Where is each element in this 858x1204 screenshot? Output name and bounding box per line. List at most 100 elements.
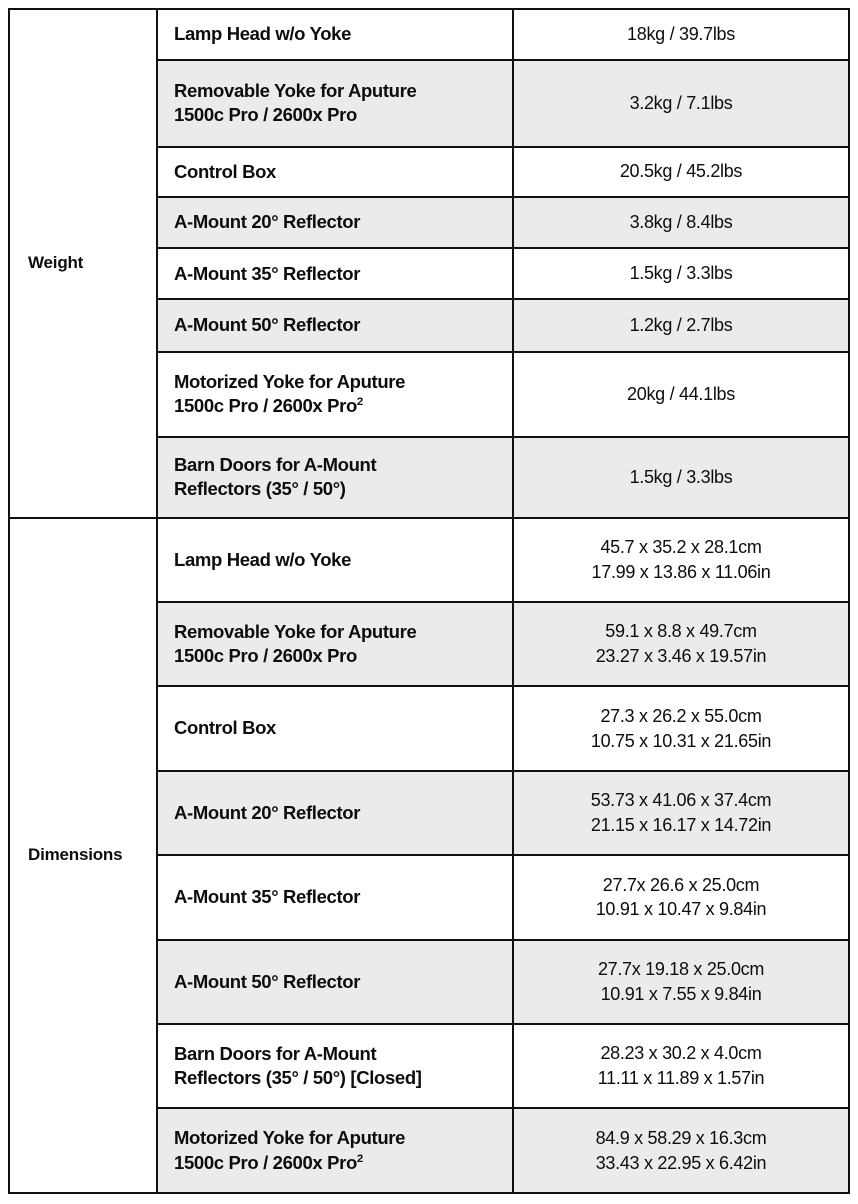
table-row: A-Mount 35° Reflector 1.5kg / 3.3lbs [9,247,850,301]
item-label-line-1: Removable Yoke for Aputure [174,620,417,642]
item-value-line-2: 10.91 x 10.47 x 9.84in [595,899,767,920]
item-value: 3.2kg / 7.1lbs [512,59,850,148]
item-label: Motorized Yoke for Aputure 1500c Pro / 26… [156,1107,514,1194]
item-value: 45.7 x 35.2 x 28.1cm 17.99 x 13.86 x 11.0… [512,516,850,603]
item-label-line-1: Removable Yoke for Aputure [174,80,417,102]
item-label-line-1: A-Mount 35° Reflector [174,262,361,284]
item-label: A-Mount 35° Reflector [156,247,514,301]
group-label-dimensions: Dimensions [8,516,158,1195]
item-label-line-1: Lamp Head w/o Yoke [174,548,352,570]
item-label: Control Box [156,685,514,772]
item-label-line-1: Control Box [174,160,277,182]
item-label-line-1: A-Mount 50° Reflector [174,314,361,336]
item-value: 27.3 x 26.2 x 55.0cm 10.75 x 10.31 x 21.6… [512,685,850,772]
specifications-table-body: Weight Lamp Head w/o Yoke 18kg / 39.7lbs Re… [8,7,850,1195]
item-value-line-2: 33.43 x 22.95 x 6.42in [595,1152,767,1173]
item-label-line-2: 1500c Pro / 2600x Pro2 [174,1151,502,1175]
table-row: A-Mount 20° Reflector 3.8kg / 8.4lbs [9,195,850,250]
item-label-line-2-text: 1500c Pro / 2600x Pro [174,104,357,126]
table-row: A-Mount 20° Reflector 53.73 x 41.06 x 37.… [9,769,850,857]
item-value-line-1: 3.8kg / 8.4lbs [629,212,733,233]
item-label: A-Mount 35° Reflector [156,854,514,941]
item-label-line-2: Reflectors (35° / 50°) [174,477,502,501]
item-value-line-2: 23.27 x 3.46 x 19.57in [595,646,767,667]
table-row: Motorized Yoke for Aputure 1500c Pro / 26… [9,350,850,439]
table-row: Control Box 20.5kg / 45.2lbs [9,145,850,198]
item-label-line-1: Lamp Head w/o Yoke [174,23,352,45]
item-value: 1.2kg / 2.7lbs [512,298,850,353]
item-label-line-2-text: 1500c Pro / 2600x Pro [174,1151,357,1173]
item-label-line-2-text: Reflectors (35° / 50°) [174,478,346,500]
item-value-line-1: 27.7x 19.18 x 25.0cm [597,959,765,979]
item-label-line-1: A-Mount 20° Reflector [174,211,361,233]
item-value-line-2: 11.11 x 11.89 x 1.57in [597,1068,765,1089]
item-label-line-2-text: Reflectors (35° / 50°) [Closed] [174,1067,422,1089]
item-value-line-2: 10.75 x 10.31 x 21.65in [590,730,772,751]
item-label-line-1: A-Mount 20° Reflector [174,801,361,823]
item-label-line-1: Barn Doors for A-Mount [174,453,377,475]
item-value-line-1: 59.1 x 8.8 x 49.7cm [605,621,757,642]
item-value-line-1: 3.2kg / 7.1lbs [629,93,733,114]
item-value: 27.7x 26.6 x 25.0cm 10.91 x 10.47 x 9.84i… [512,854,850,941]
item-label-line-1: Barn Doors for A-Mount [174,1042,377,1064]
item-value-line-1: 45.7 x 35.2 x 28.1cm [600,536,762,557]
item-value: 59.1 x 8.8 x 49.7cm 23.27 x 3.46 x 19.57i… [512,600,850,688]
item-label: A-Mount 20° Reflector [156,195,514,250]
table-row: A-Mount 50° Reflector 27.7x 19.18 x 25.0c… [9,938,850,1026]
item-value: 18kg / 39.7lbs [512,7,850,62]
item-label: A-Mount 50° Reflector [156,938,514,1026]
item-value-line-1: 28.23 x 30.2 x 4.0cm [600,1043,762,1064]
item-value-line-2: 17.99 x 13.86 x 11.06in [591,561,771,582]
item-label-line-2: Reflectors (35° / 50°) [Closed] [174,1066,502,1090]
item-label-line-2: 1500c Pro / 2600x Pro2 [174,394,502,418]
item-label: Lamp Head w/o Yoke [156,516,514,603]
item-value: 28.23 x 30.2 x 4.0cm 11.11 x 11.89 x 1.57… [512,1023,850,1110]
item-label-line-1: Motorized Yoke for Aputure [174,370,406,392]
item-value: 84.9 x 58.29 x 16.3cm 33.43 x 22.95 x 6.4… [512,1107,850,1194]
item-label: Removable Yoke for Aputure 1500c Pro / 26… [156,600,514,688]
item-label: Motorized Yoke for Aputure 1500c Pro / 26… [156,350,514,439]
item-label: Control Box [156,145,514,198]
item-value-line-1: 1.2kg / 2.7lbs [629,315,733,336]
item-label-line-2: 1500c Pro / 2600x Pro [174,103,502,127]
item-label-line-2-text: 1500c Pro / 2600x Pro [174,645,357,667]
table-row: A-Mount 50° Reflector 1.2kg / 2.7lbs [9,298,850,353]
item-label: Barn Doors for A-Mount Reflectors (35° / … [156,436,514,519]
item-label: Removable Yoke for Aputure 1500c Pro / 26… [156,59,514,148]
item-value: 27.7x 19.18 x 25.0cm 10.91 x 7.55 x 9.84i… [512,938,850,1026]
item-label: Lamp Head w/o Yoke [156,7,514,62]
table-row: Control Box 27.3 x 26.2 x 55.0cm 10.75 x 1… [9,685,850,772]
group-label-weight: Weight [8,8,158,519]
item-value-line-1: 1.5kg / 3.3lbs [629,263,733,284]
table-row: Weight Lamp Head w/o Yoke 18kg / 39.7lbs [8,7,850,519]
item-value-line-2: 21.15 x 16.17 x 14.72in [590,814,772,835]
item-value-line-1: 27.3 x 26.2 x 55.0cm [600,705,762,726]
item-label-line-1: Motorized Yoke for Aputure [174,1127,406,1149]
table-row: Barn Doors for A-Mount Reflectors (35° / … [9,436,850,519]
item-label: A-Mount 20° Reflector [156,769,514,857]
item-value-line-1: 20.5kg / 45.2lbs [619,161,743,182]
item-value-line-1: 1.5kg / 3.3lbs [629,466,733,487]
table-row: Barn Doors for A-Mount Reflectors (35° / … [9,1023,850,1110]
table-row: Dimensions Lamp Head w/o Yoke 45.7 x 35.2 … [8,516,850,1195]
item-value: 1.5kg / 3.3lbs [512,436,850,519]
item-value: 20.5kg / 45.2lbs [512,145,850,198]
item-value: 1.5kg / 3.3lbs [512,247,850,301]
item-value-line-1: 27.7x 26.6 x 25.0cm [602,874,760,895]
footnote-marker: 2 [356,396,363,409]
item-label-line-2: 1500c Pro / 2600x Pro [174,644,502,668]
item-label-line-1: A-Mount 35° Reflector [174,886,361,908]
item-label-line-1: Control Box [174,717,277,739]
table-row: Removable Yoke for Aputure 1500c Pro / 26… [9,600,850,688]
footnote-marker: 2 [356,1152,363,1165]
item-label-line-1: A-Mount 50° Reflector [174,970,361,992]
table-row: Motorized Yoke for Aputure 1500c Pro / 26… [9,1107,850,1194]
item-label-line-2-text: 1500c Pro / 2600x Pro [174,395,357,417]
item-label: Barn Doors for A-Mount Reflectors (35° / … [156,1023,514,1110]
specifications-table: Weight Lamp Head w/o Yoke 18kg / 39.7lbs Re… [8,7,850,1195]
item-value-line-1: 53.73 x 41.06 x 37.4cm [590,790,772,811]
table-row: A-Mount 35° Reflector 27.7x 26.6 x 25.0cm… [9,854,850,941]
item-value-line-1: 84.9 x 58.29 x 16.3cm [595,1127,767,1148]
specifications-table-container: Weight Lamp Head w/o Yoke 18kg / 39.7lbs Re… [8,7,850,1195]
item-value-line-1: 18kg / 39.7lbs [627,24,735,45]
